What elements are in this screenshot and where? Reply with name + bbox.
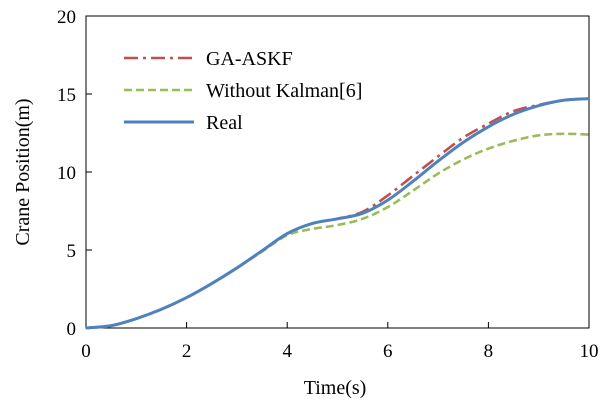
y-tick-label: 20 [57,7,76,28]
x-tick-label: 2 [182,341,192,362]
x-axis-title: Time(s) [304,377,367,399]
legend-label: GA-ASKF [206,48,293,70]
y-tick-label: 0 [67,319,77,340]
series-line-without-kalman-6 [85,132,590,330]
series-line-real [85,97,590,330]
plot-frame [85,15,590,329]
axes [85,15,590,329]
series-lines [85,97,590,330]
y-tick-label: 15 [57,85,76,106]
x-tick-label: 0 [81,341,91,362]
y-tick-label: 5 [67,241,77,262]
y-axis-title: Crane Position(m) [12,98,34,245]
x-tick-label: 6 [383,341,393,362]
series-line-ga-askf [85,97,590,330]
x-tick-label: 8 [484,341,494,362]
legend-label: Real [206,112,243,134]
legend: GA-ASKF Without Kalman[6] Real [124,48,362,134]
x-tick-label: 4 [282,341,292,362]
axis-ticks: 0 2 4 6 8 10 0 5 10 15 20 [57,7,599,362]
legend-label: Without Kalman[6] [206,80,362,102]
y-tick-label: 10 [57,163,76,184]
x-tick-label: 10 [580,341,599,362]
